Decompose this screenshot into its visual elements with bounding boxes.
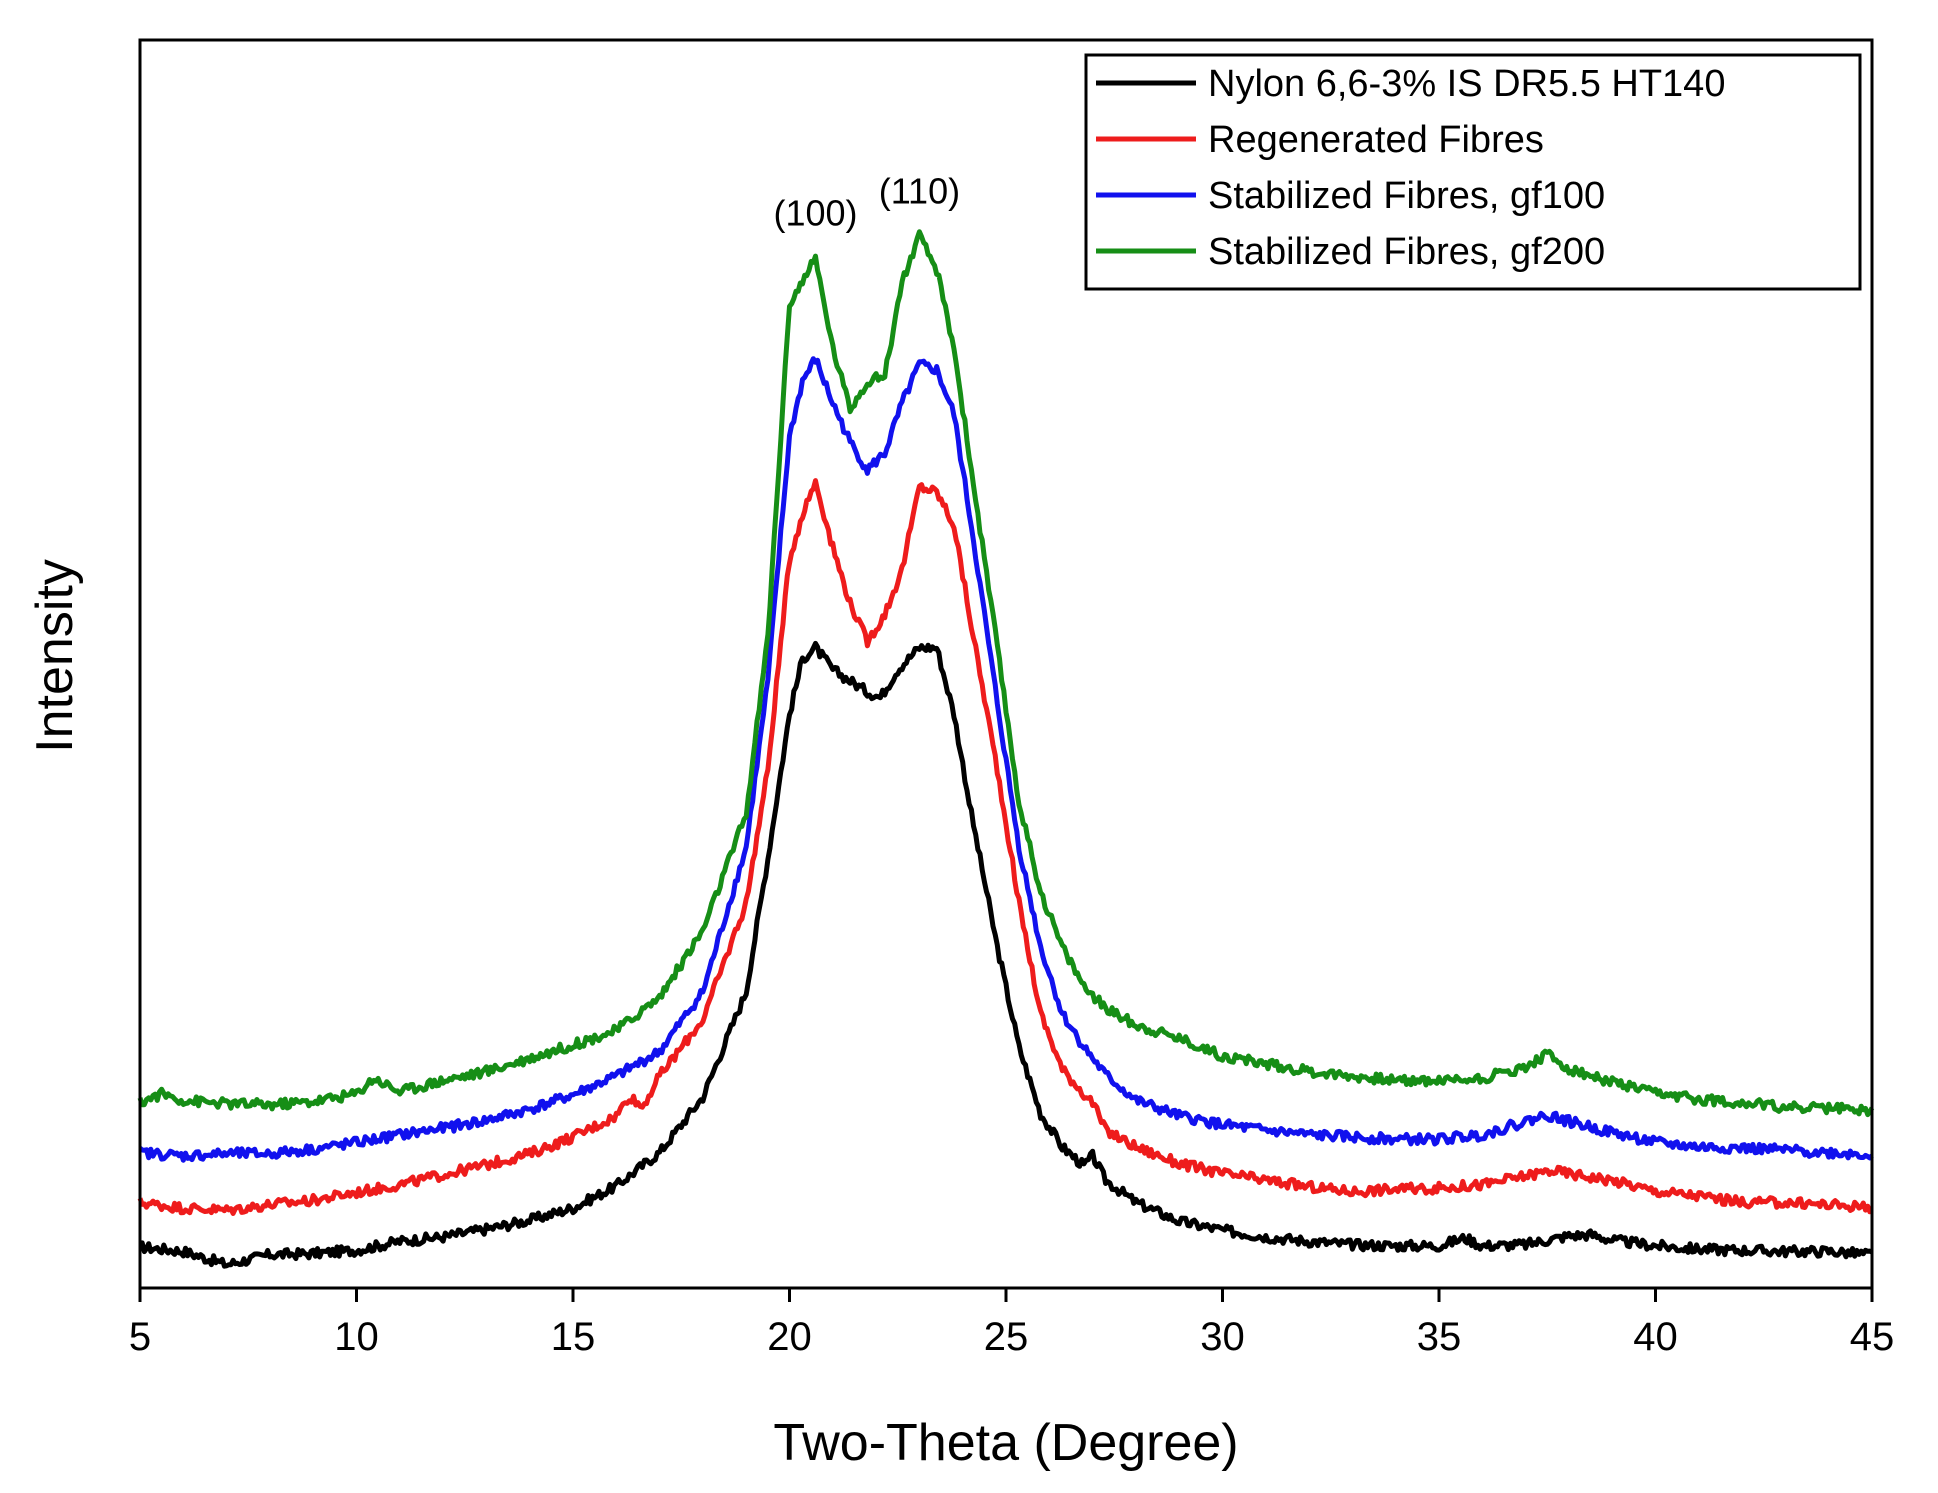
peak-annotations: (100) (110) — [773, 171, 960, 234]
x-tick-label: 10 — [334, 1315, 379, 1359]
peak-label: (110) — [879, 171, 960, 212]
x-tick-label: 35 — [1417, 1315, 1462, 1359]
legend-label: Regenerated Fibres — [1208, 119, 1544, 161]
legend-label: Nylon 6,6-3% IS DR5.5 HT140 — [1208, 63, 1725, 105]
legend-label: Stabilized Fibres, gf200 — [1208, 231, 1605, 273]
x-tick-label: 40 — [1633, 1315, 1678, 1359]
peak-label: (100) — [773, 193, 857, 234]
x-tick-label: 45 — [1850, 1315, 1895, 1359]
series-layer — [137, 229, 1875, 1269]
x-tick-label: 20 — [767, 1315, 812, 1359]
x-tick-label: 5 — [129, 1315, 151, 1359]
y-axis-title: Intensity — [26, 559, 84, 753]
x-axis: 5 10 15 20 25 30 35 40 45 — [129, 1288, 1894, 1359]
series-line-2 — [138, 356, 1874, 1163]
x-tick-label: 30 — [1200, 1315, 1245, 1359]
x-tick-label: 25 — [984, 1315, 1029, 1359]
series-line-3 — [137, 229, 1875, 1118]
series-line-1 — [137, 478, 1873, 1216]
legend-box — [1084, 53, 1862, 291]
x-axis-title: Two-Theta (Degree) — [773, 1414, 1238, 1472]
series-line-0 — [139, 640, 1874, 1269]
x-tick-label: 15 — [551, 1315, 596, 1359]
legend: Nylon 6,6-3% IS DR5.5 HT140 Regenerated F… — [1084, 53, 1862, 291]
legend-label: Stabilized Fibres, gf100 — [1208, 175, 1605, 217]
